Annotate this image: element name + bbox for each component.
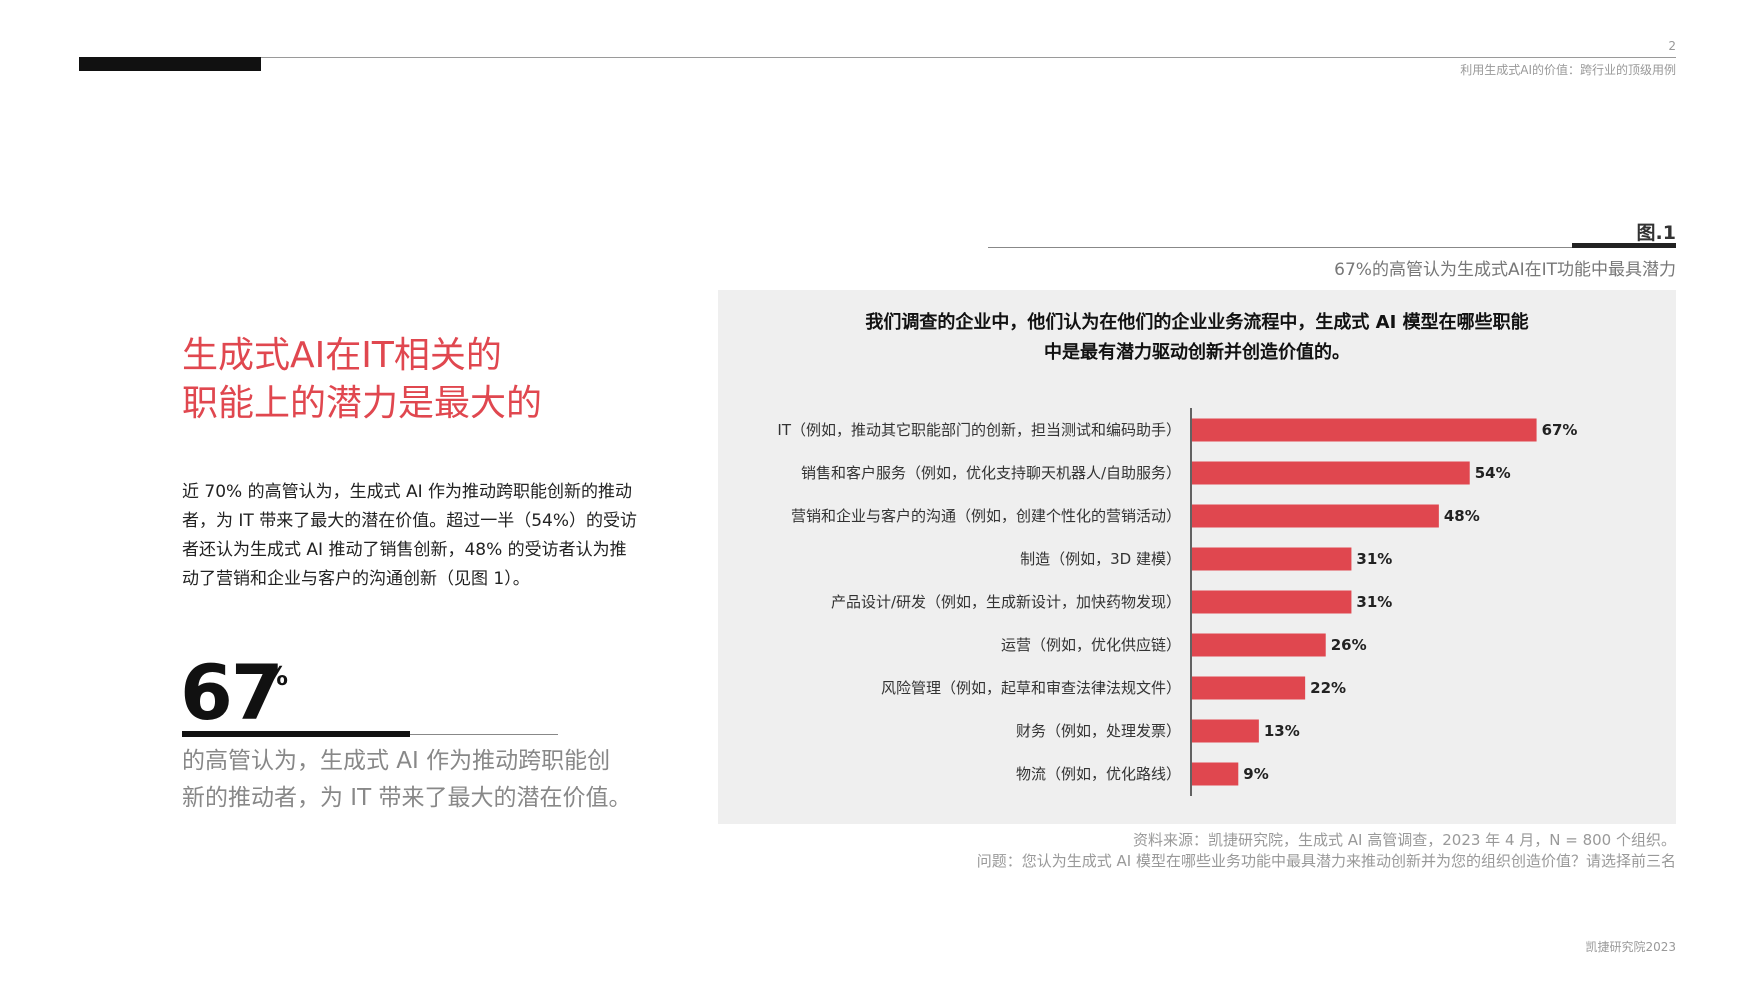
figure-rule — [988, 247, 1676, 248]
stat-accent-bar — [182, 731, 410, 737]
report-title: 利用生成式AI的价值：跨行业的顶级用例 — [1460, 63, 1676, 77]
bar — [1192, 504, 1439, 528]
category-label: IT（例如，推动其它职能部门的创新，担当测试和编码助手） — [777, 421, 1181, 439]
value-label: 48% — [1444, 507, 1480, 525]
stat-number: 67 — [180, 648, 284, 737]
chart-panel: 我们调查的企业中，他们认为在他们的企业业务流程中，生成式 AI 模型在哪些职能 … — [718, 290, 1676, 824]
figure-label: 图.1 — [1636, 222, 1676, 244]
value-label: 31% — [1356, 593, 1392, 611]
chart-title-line-1: 我们调查的企业中，他们认为在他们的企业业务流程中，生成式 AI 模型在哪些职能 — [865, 312, 1529, 333]
bar — [1192, 719, 1259, 743]
stat-unit: % — [262, 662, 289, 692]
chart-title-line-2: 中是最有潜力驱动创新并创造价值的。 — [1044, 342, 1350, 363]
category-label: 运营（例如，优化供应链） — [1001, 636, 1181, 654]
value-label: 22% — [1310, 679, 1346, 697]
section-headline: 生成式AI在IT相关的 职能上的潜力是最大的 — [182, 332, 542, 428]
page-number: 2 — [1668, 39, 1676, 53]
category-label: 产品设计/研发（例如，生成新设计，加快药物发现） — [831, 593, 1181, 611]
value-label: 9% — [1243, 765, 1268, 783]
value-label: 54% — [1475, 464, 1511, 482]
headline-line-1: 生成式AI在IT相关的 — [182, 335, 502, 376]
category-label: 营销和企业与客户的沟通（例如，创建个性化的营销活动） — [791, 507, 1181, 525]
value-label: 13% — [1264, 722, 1300, 740]
value-label: 67% — [1542, 421, 1578, 439]
bar — [1192, 547, 1352, 571]
footer-text: 凯捷研究院2023 — [1585, 940, 1676, 954]
bar — [1192, 590, 1352, 614]
bar — [1192, 418, 1537, 442]
header-rule — [79, 57, 1676, 58]
value-label: 31% — [1356, 550, 1392, 568]
value-label: 26% — [1331, 636, 1367, 654]
category-label: 销售和客户服务（例如，优化支持聊天机器人/自助服务） — [801, 464, 1181, 482]
category-label: 财务（例如，处理发票） — [1016, 722, 1181, 740]
stat-description: 的高管认为，生成式 AI 作为推动跨职能创新的推动者，为 IT 带来了最大的潜在… — [182, 748, 632, 811]
chart-title: 我们调查的企业中，他们认为在他们的企业业务流程中，生成式 AI 模型在哪些职能 … — [718, 308, 1676, 368]
category-label: 物流（例如，优化路线） — [1016, 765, 1181, 783]
category-label: 风险管理（例如，起草和审查法律法规文件） — [881, 679, 1181, 697]
category-label: 制造（例如，3D 建模） — [1020, 550, 1181, 568]
bar-chart: IT（例如，推动其它职能部门的创新，担当测试和编码助手） 67% 销售和客户服务（例… — [777, 408, 1578, 796]
body-paragraph: 近 70% 的高管认为，生成式 AI 作为推动跨职能创新的推动者，为 IT 带来… — [182, 482, 637, 589]
header-accent-bar — [79, 57, 261, 71]
figure-accent-bar — [1572, 243, 1676, 248]
headline-line-2: 职能上的潜力是最大的 — [182, 383, 543, 424]
bar — [1192, 762, 1239, 786]
source-note: 资料来源：凯捷研究院，生成式 AI 高管调查，2023 年 4 月，N = 80… — [1133, 831, 1676, 849]
question-note: 问题：您认为生成式 AI 模型在哪些业务功能中最具潜力来推动创新并为您的组织创造… — [976, 852, 1676, 870]
bar — [1192, 676, 1306, 700]
bar — [1192, 633, 1326, 657]
figure-subtitle: 67%的高管认为生成式AI在IT功能中最具潜力 — [1334, 260, 1676, 280]
bar — [1192, 461, 1470, 485]
